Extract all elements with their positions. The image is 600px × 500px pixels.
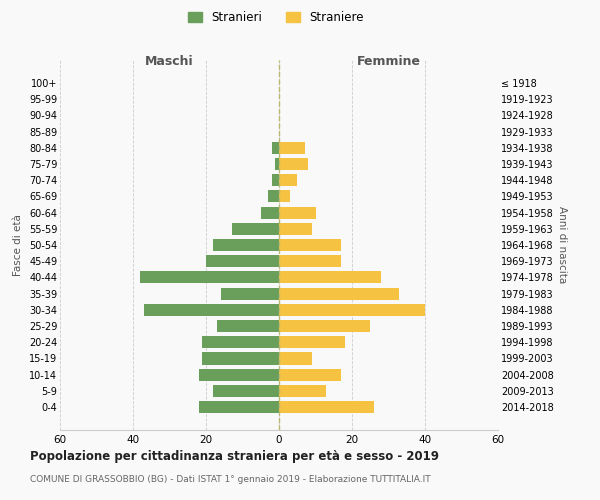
Bar <box>279 239 341 251</box>
Text: COMUNE DI GRASSOBBIO (BG) - Dati ISTAT 1° gennaio 2019 - Elaborazione TUTTITALIA: COMUNE DI GRASSOBBIO (BG) - Dati ISTAT 1… <box>30 475 431 484</box>
Bar <box>279 206 316 218</box>
Y-axis label: Anni di nascita: Anni di nascita <box>557 206 568 284</box>
Bar <box>272 174 279 186</box>
Bar <box>217 320 279 332</box>
Bar <box>268 190 279 202</box>
Bar <box>279 142 305 154</box>
Legend: Stranieri, Straniere: Stranieri, Straniere <box>188 11 364 24</box>
Bar <box>279 336 344 348</box>
Bar <box>279 190 290 202</box>
Bar <box>279 368 341 381</box>
Bar <box>279 222 312 235</box>
Bar <box>140 272 279 283</box>
Bar <box>279 304 425 316</box>
Text: Maschi: Maschi <box>145 56 194 68</box>
Bar <box>199 368 279 381</box>
Bar <box>261 206 279 218</box>
Bar <box>202 336 279 348</box>
Bar <box>279 401 374 413</box>
Bar <box>279 255 341 268</box>
Bar <box>221 288 279 300</box>
Bar <box>144 304 279 316</box>
Bar <box>199 401 279 413</box>
Bar <box>232 222 279 235</box>
Bar <box>214 385 279 397</box>
Bar <box>279 174 297 186</box>
Bar <box>279 352 312 364</box>
Bar <box>279 288 400 300</box>
Bar <box>279 158 308 170</box>
Bar <box>275 158 279 170</box>
Bar <box>214 239 279 251</box>
Y-axis label: Fasce di età: Fasce di età <box>13 214 23 276</box>
Bar <box>279 272 381 283</box>
Bar <box>272 142 279 154</box>
Bar <box>206 255 279 268</box>
Text: Femmine: Femmine <box>356 56 421 68</box>
Bar <box>279 385 326 397</box>
Bar <box>202 352 279 364</box>
Bar <box>279 320 370 332</box>
Text: Popolazione per cittadinanza straniera per età e sesso - 2019: Popolazione per cittadinanza straniera p… <box>30 450 439 463</box>
